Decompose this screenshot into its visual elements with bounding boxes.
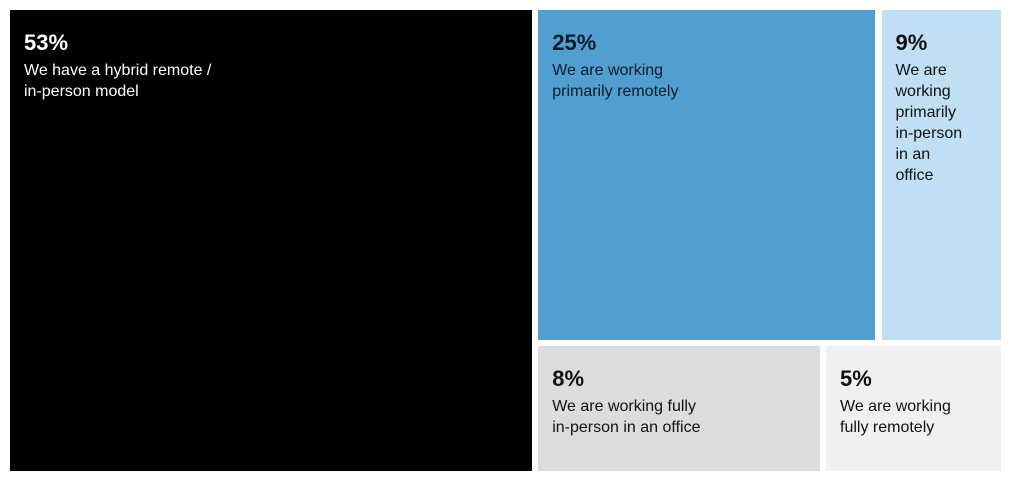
treemap-tile: 25% We are working primarily remotely	[538, 10, 876, 341]
treemap-tile: 9% We are working primarily in-person in …	[881, 10, 1001, 341]
tile-value-label: 9%	[895, 30, 928, 55]
tile-value-label: 8%	[552, 366, 585, 392]
tile-category-label: We are working primarily remotely	[552, 62, 679, 100]
tile-category-label: We are working fully remotely	[840, 398, 951, 437]
tile-value-label: 25%	[552, 30, 597, 55]
treemap-tile: 5% We are working fully remotely	[826, 346, 1001, 471]
tile-category-label: We are working fully in-person in an off…	[552, 398, 701, 437]
treemap-tile: 8% We are working fully in-person in an o…	[538, 346, 820, 471]
tile-value-label: 5%	[840, 366, 872, 392]
tile-value-label: 53%	[24, 30, 69, 55]
tile-category-label: We have a hybrid remote / in-person mode…	[24, 62, 212, 100]
tile-category-label: We are working primarily in-person in an…	[895, 62, 963, 184]
treemap-tile: 53% We have a hybrid remote / in-person m…	[10, 10, 533, 471]
